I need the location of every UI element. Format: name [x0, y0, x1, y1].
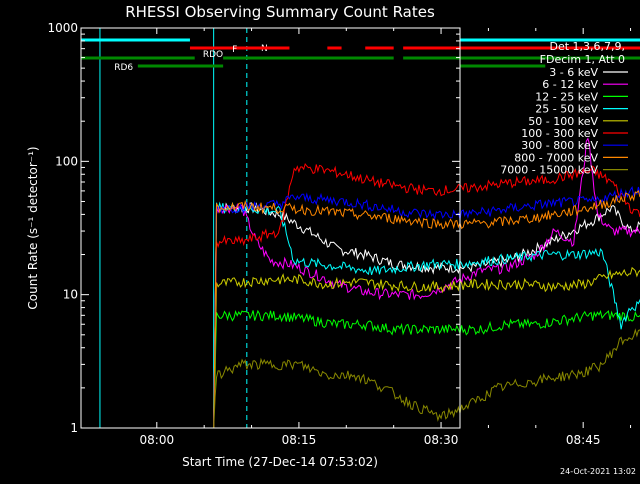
y-tick-label: 100	[55, 154, 78, 168]
flag-bar-label: F	[232, 45, 237, 55]
x-tick-label: 08:15	[282, 433, 317, 447]
legend-label: 12 - 25 keV	[535, 90, 598, 103]
legend-label: 50 - 100 keV	[528, 115, 598, 128]
y-tick-label: 1000	[47, 21, 78, 35]
series-line-6	[213, 185, 640, 429]
plot-frame	[80, 27, 461, 429]
legend-label: 100 - 300 keV	[521, 127, 598, 140]
legend-label: 7000 - 15000 keV	[500, 164, 598, 177]
flag-bar-label: RDO	[203, 50, 223, 60]
legend-label: 6 - 12 keV	[542, 78, 598, 91]
series-line-3	[213, 201, 640, 429]
series-line-1	[213, 137, 640, 429]
legend-label: 300 - 800 keV	[521, 139, 598, 152]
series-line-5	[213, 162, 640, 429]
series-line-4	[213, 266, 640, 429]
series-line-7	[213, 189, 640, 429]
series-line-0	[213, 202, 640, 429]
x-tick-label: 08:45	[566, 433, 601, 447]
x-tick-label: 08:30	[424, 433, 459, 447]
y-tick-label: 1	[70, 421, 78, 435]
legend-header: FDecim 1, Att 0	[540, 53, 625, 66]
series-line-2	[213, 309, 640, 429]
chart-title: RHESSI Observing Summary Count Rates	[125, 3, 435, 21]
legend-header: Det 1,3,6,7,9,	[549, 40, 625, 53]
y-axis-label: Count Rate (s⁻¹ detector⁻¹)	[26, 146, 40, 309]
legend: Det 1,3,6,7,9,FDecim 1, Att 03 - 6 keV6 …	[500, 40, 628, 177]
y-tick-label: 10	[63, 288, 78, 302]
plot-area: NFRDORD6	[80, 27, 640, 429]
series-line-8	[213, 328, 640, 429]
footer-timestamp: 24-Oct-2021 13:02	[560, 467, 636, 476]
legend-label: 25 - 50 keV	[535, 103, 598, 116]
x-tick-label: 08:00	[140, 433, 175, 447]
x-axis-label: Start Time (27-Dec-14 07:53:02)	[182, 455, 378, 469]
flag-bar-label: RD6	[114, 63, 133, 73]
legend-label: 3 - 6 keV	[549, 66, 598, 79]
y-axis: 1 10 100 1000	[47, 21, 460, 435]
legend-label: 800 - 7000 keV	[514, 151, 598, 164]
